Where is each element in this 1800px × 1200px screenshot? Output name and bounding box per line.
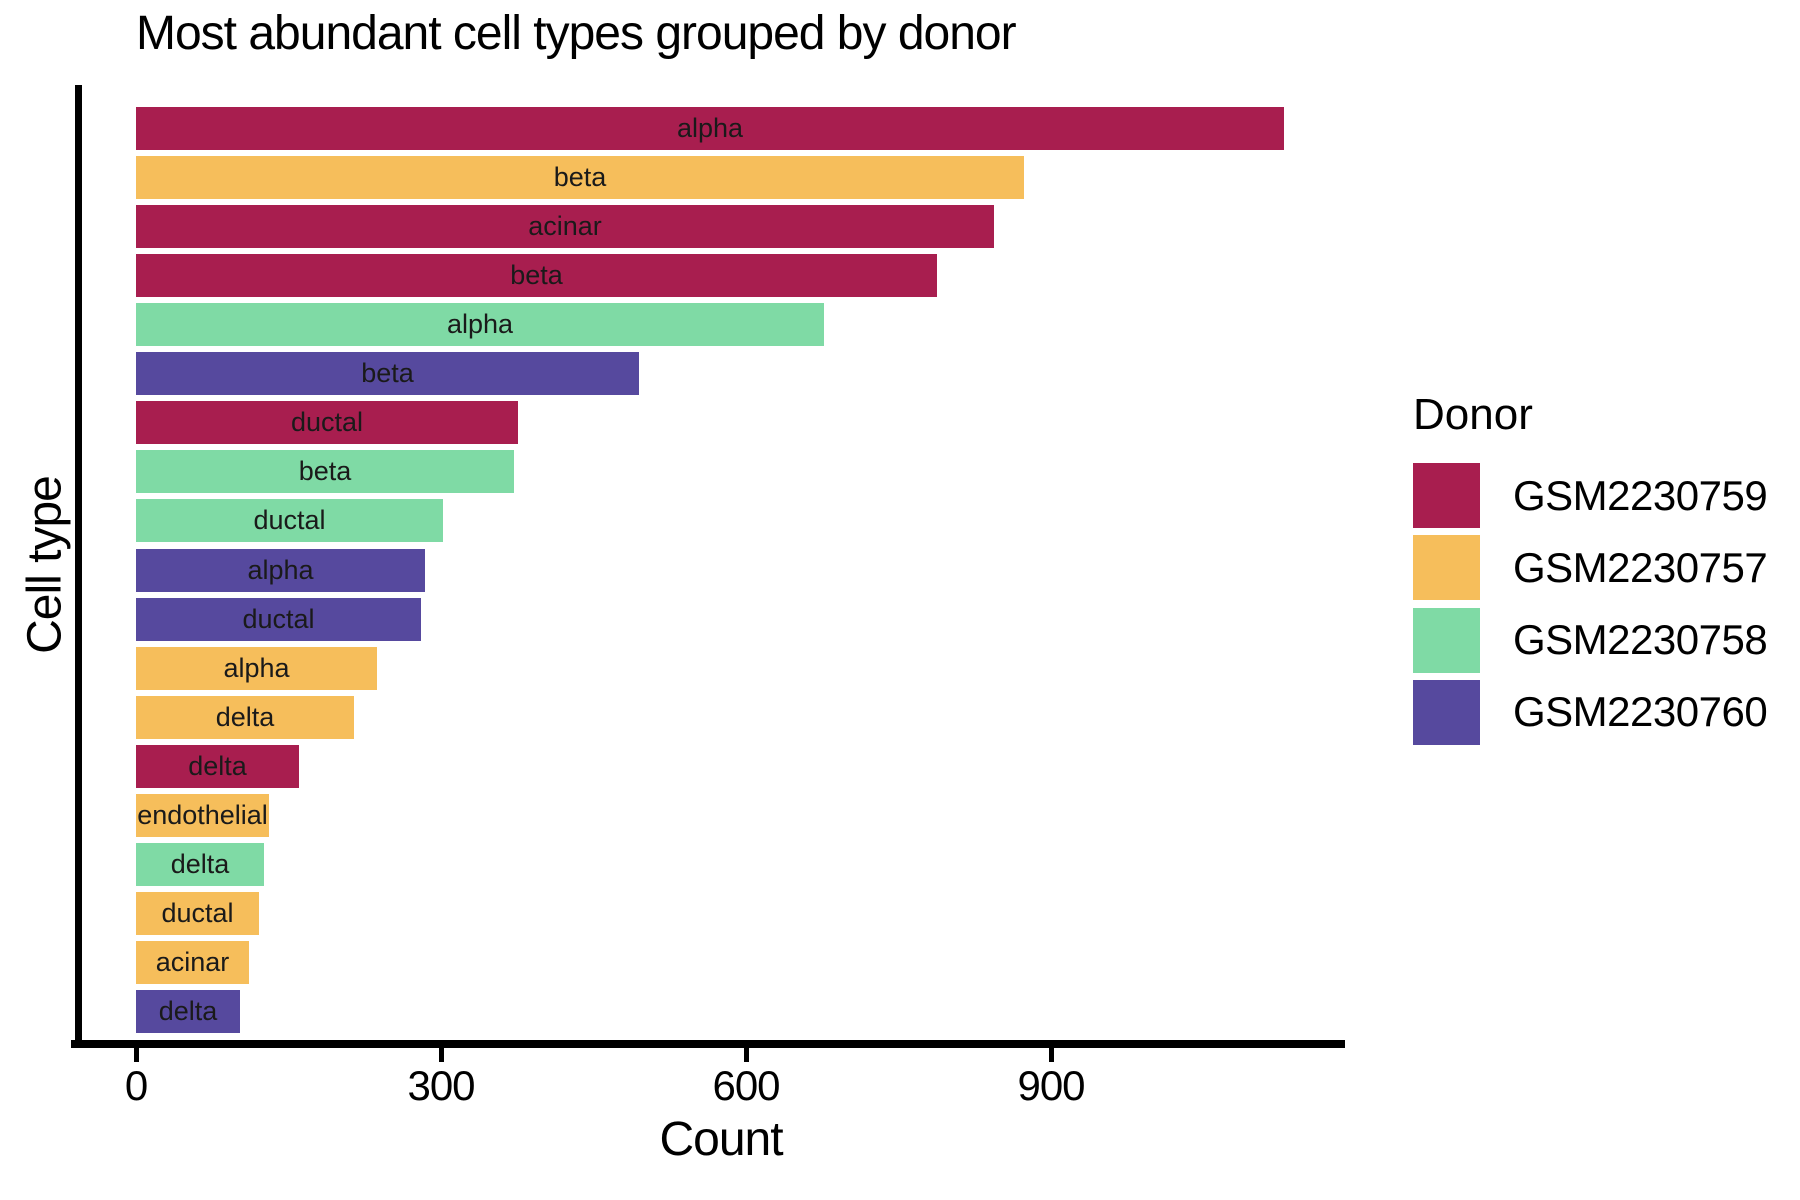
bar-label: alpha [446, 309, 514, 339]
bar-ductal-GSM2230760: ductal [136, 598, 421, 641]
bar-label: delta [215, 702, 275, 732]
legend-label-GSM2230757: GSM2230757 [1513, 544, 1768, 591]
legend-label-GSM2230759: GSM2230759 [1513, 472, 1768, 519]
bar-label: ductal [253, 505, 326, 535]
bar-label: beta [510, 260, 563, 290]
legend-swatch-GSM2230759 [1413, 463, 1480, 528]
bar-endothelial-GSM2230757: endothelial [136, 794, 269, 837]
bar-beta-GSM2230759: beta [136, 254, 937, 297]
bar-ductal-GSM2230758: ductal [136, 499, 443, 542]
x-tick-mark [744, 1048, 749, 1062]
x-tick-label: 300 [407, 1062, 475, 1109]
bar-acinar-GSM2230757: acinar [136, 941, 249, 984]
bar-beta-GSM2230760: beta [136, 352, 639, 395]
bar-delta-GSM2230759: delta [136, 745, 299, 788]
x-tick-label: 600 [712, 1062, 780, 1109]
bar-delta-GSM2230760: delta [136, 990, 240, 1033]
bar-label: beta [298, 456, 352, 486]
legend-swatch-GSM2230757 [1413, 535, 1480, 600]
bar-label: ductal [161, 898, 234, 928]
bar-alpha-GSM2230760: alpha [136, 549, 425, 592]
bar-label: alpha [676, 113, 744, 143]
bar-ductal-GSM2230757: ductal [136, 892, 259, 935]
x-tick-mark [134, 1048, 139, 1062]
bar-beta-GSM2230758: beta [136, 450, 514, 493]
bar-label: endothelial [137, 800, 268, 830]
bar-label: delta [188, 751, 247, 781]
y-axis-title: Cell type [18, 476, 72, 654]
y-axis-line [75, 85, 82, 1048]
x-tick-mark [439, 1048, 444, 1062]
bar-label: delta [158, 996, 218, 1026]
bar-ductal-GSM2230759: ductal [136, 401, 518, 444]
bar-delta-GSM2230757: delta [136, 696, 354, 739]
bar-label: ductal [242, 604, 315, 634]
bar-label: alpha [223, 653, 290, 683]
bar-label: beta [553, 162, 607, 192]
bar-label: beta [361, 358, 414, 388]
x-axis-title: Count [659, 1113, 783, 1166]
bar-label: alpha [247, 555, 314, 585]
legend-swatch-GSM2230760 [1413, 680, 1480, 745]
legend-title: Donor [1413, 390, 1533, 439]
bar-alpha-GSM2230758: alpha [136, 303, 824, 346]
bar-delta-GSM2230758: delta [136, 843, 264, 886]
chart-title: Most abundant cell types grouped by dono… [136, 7, 1017, 60]
bar-label: acinar [155, 947, 230, 977]
x-tick-label: 0 [124, 1062, 148, 1109]
legend-label-GSM2230758: GSM2230758 [1513, 616, 1768, 663]
bar-label: delta [170, 849, 230, 879]
legend-label-GSM2230760: GSM2230760 [1513, 688, 1768, 735]
bar-label: ductal [290, 407, 364, 437]
bar-alpha-GSM2230759: alpha [136, 107, 1284, 150]
bar-beta-GSM2230757: beta [136, 156, 1024, 199]
bar-label: acinar [528, 211, 602, 241]
bar-alpha-GSM2230757: alpha [136, 647, 377, 690]
x-tick-mark [1049, 1048, 1054, 1062]
bar-acinar-GSM2230759: acinar [136, 205, 994, 248]
x-tick-label: 900 [1017, 1062, 1085, 1109]
x-axis-line [71, 1040, 1345, 1048]
legend-swatch-GSM2230758 [1413, 608, 1480, 673]
